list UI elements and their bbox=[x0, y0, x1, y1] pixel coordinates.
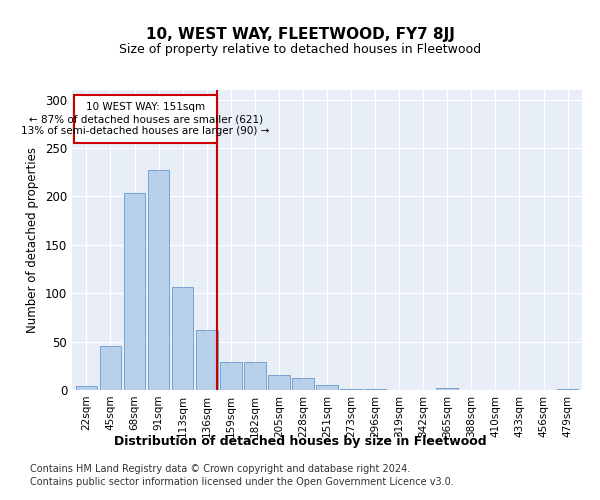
Bar bbox=[172, 288, 193, 390]
Bar bbox=[340, 389, 362, 390]
Text: Size of property relative to detached houses in Fleetwood: Size of property relative to detached ho… bbox=[119, 42, 481, 56]
Bar bbox=[76, 386, 97, 390]
Y-axis label: Number of detached properties: Number of detached properties bbox=[26, 147, 40, 333]
Text: 10, WEST WAY, FLEETWOOD, FY7 8JJ: 10, WEST WAY, FLEETWOOD, FY7 8JJ bbox=[146, 28, 454, 42]
Text: Distribution of detached houses by size in Fleetwood: Distribution of detached houses by size … bbox=[113, 435, 487, 448]
Bar bbox=[364, 389, 386, 390]
Bar bbox=[196, 330, 218, 390]
Bar bbox=[557, 389, 578, 390]
Bar bbox=[100, 346, 121, 390]
Bar bbox=[220, 362, 242, 390]
Text: Contains HM Land Registry data © Crown copyright and database right 2024.: Contains HM Land Registry data © Crown c… bbox=[30, 464, 410, 474]
Text: 10 WEST WAY: 151sqm
← 87% of detached houses are smaller (621)
13% of semi-detac: 10 WEST WAY: 151sqm ← 87% of detached ho… bbox=[22, 102, 270, 136]
Bar bbox=[124, 192, 145, 390]
Bar bbox=[316, 385, 338, 390]
Bar bbox=[148, 170, 169, 390]
Text: Contains public sector information licensed under the Open Government Licence v3: Contains public sector information licen… bbox=[30, 477, 454, 487]
Bar bbox=[436, 388, 458, 390]
Bar bbox=[268, 376, 290, 390]
Bar bbox=[244, 362, 266, 390]
Bar bbox=[292, 378, 314, 390]
FancyBboxPatch shape bbox=[74, 95, 217, 143]
